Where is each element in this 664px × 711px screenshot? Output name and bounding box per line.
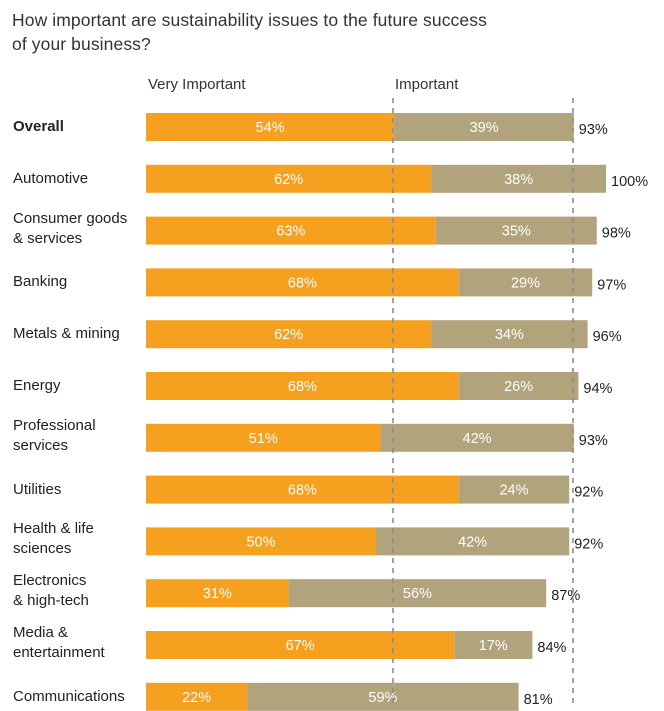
data-label-total: 81% bbox=[524, 692, 553, 708]
data-label-important: 59% bbox=[368, 690, 397, 706]
category-label-line: Utilities bbox=[13, 480, 62, 498]
category-label: Overall bbox=[13, 117, 64, 137]
data-label-important: 24% bbox=[499, 483, 528, 499]
data-label-very-important: 67% bbox=[286, 638, 315, 654]
bar-important bbox=[458, 372, 579, 400]
bar-important bbox=[435, 216, 597, 245]
data-label-very-important: 68% bbox=[288, 275, 317, 291]
data-label-total: 93% bbox=[579, 122, 608, 138]
chart-title-line-2: of your business? bbox=[12, 34, 151, 54]
data-label-very-important: 63% bbox=[276, 224, 305, 240]
data-label-very-important: 50% bbox=[246, 534, 275, 550]
category-label: Electronics & high-tech bbox=[13, 571, 89, 611]
category-label-line: Consumer goods bbox=[13, 209, 128, 227]
bar-very-important bbox=[146, 682, 248, 711]
bar-important bbox=[247, 682, 519, 711]
data-label-important: 26% bbox=[504, 379, 533, 395]
category-label: Energy bbox=[13, 376, 61, 396]
bar-very-important bbox=[146, 423, 381, 452]
category-label-line: Energy bbox=[13, 377, 61, 394]
category-label-line: Banking bbox=[13, 273, 68, 291]
data-label-very-important: 68% bbox=[288, 483, 317, 499]
data-label-important: 42% bbox=[463, 431, 492, 447]
bar-important bbox=[380, 423, 574, 452]
data-label-important: 34% bbox=[495, 327, 524, 343]
bar-very-important bbox=[146, 579, 289, 608]
bar-important bbox=[431, 320, 588, 349]
category-label-line: sciences bbox=[13, 540, 72, 558]
category-label: Professional services bbox=[13, 416, 96, 456]
bar-very-important bbox=[146, 631, 455, 659]
data-label-important: 38% bbox=[504, 172, 533, 188]
category-label: Consumer goods & services bbox=[13, 209, 127, 249]
data-label-important: 42% bbox=[458, 534, 487, 550]
bar-important bbox=[288, 579, 547, 608]
category-label: Health & life sciences bbox=[13, 519, 94, 559]
chart-title: How important are sustainability issues … bbox=[12, 8, 572, 56]
data-label-total: 100% bbox=[611, 174, 648, 190]
legend-very-important: Very Important bbox=[148, 76, 246, 93]
bar-important bbox=[431, 164, 606, 193]
category-label-line: Automotive bbox=[13, 169, 89, 187]
legend-important: Important bbox=[395, 76, 459, 93]
bar-important bbox=[458, 268, 593, 297]
data-label-important: 56% bbox=[403, 586, 432, 602]
data-label-very-important: 51% bbox=[249, 431, 278, 447]
bar-very-important bbox=[146, 164, 432, 193]
category-label-line: Health & life bbox=[13, 520, 94, 538]
data-label-total: 97% bbox=[597, 277, 626, 293]
data-label-very-important: 31% bbox=[203, 586, 232, 602]
data-label-important: 39% bbox=[470, 120, 499, 136]
data-label-total: 84% bbox=[537, 640, 566, 656]
category-label: Automotive bbox=[13, 169, 88, 189]
category-label-line: & high-tech bbox=[13, 592, 89, 610]
data-label-very-important: 68% bbox=[288, 379, 317, 395]
data-label-important: 35% bbox=[502, 224, 531, 240]
data-label-total: 96% bbox=[593, 329, 622, 345]
data-label-total: 92% bbox=[574, 536, 603, 552]
bar-very-important bbox=[146, 268, 459, 297]
bar-very-important bbox=[146, 527, 376, 556]
data-label-important: 29% bbox=[511, 275, 540, 291]
data-label-very-important: 62% bbox=[274, 172, 303, 188]
data-label-very-important: 22% bbox=[182, 690, 211, 706]
bar-important bbox=[376, 527, 570, 556]
bar-very-important bbox=[146, 475, 459, 504]
category-label-line: Media & bbox=[13, 624, 69, 641]
data-label-important: 17% bbox=[479, 638, 508, 654]
data-label-total: 93% bbox=[579, 433, 608, 449]
category-label: Media & entertainment bbox=[13, 623, 105, 663]
category-label-line: Communications bbox=[13, 687, 125, 705]
data-label-total: 87% bbox=[551, 588, 580, 604]
bar-very-important bbox=[146, 320, 432, 349]
data-label-total: 98% bbox=[602, 226, 631, 242]
data-label-very-important: 54% bbox=[256, 120, 285, 136]
bar-important bbox=[394, 113, 574, 141]
data-label-total: 92% bbox=[574, 485, 603, 501]
bar-very-important bbox=[146, 113, 395, 141]
category-label-line: Professional bbox=[13, 416, 96, 434]
category-label: Metals & mining bbox=[13, 324, 120, 344]
category-label-line: Overall bbox=[13, 118, 64, 135]
category-label-line: & services bbox=[13, 229, 83, 247]
bar-important bbox=[458, 475, 570, 504]
data-label-total: 94% bbox=[583, 381, 612, 397]
category-label: Communications bbox=[13, 687, 125, 707]
bar-very-important bbox=[146, 372, 459, 400]
category-label-line: Electronics bbox=[13, 572, 87, 590]
category-label: Utilities bbox=[13, 480, 61, 500]
bar-important bbox=[454, 631, 533, 659]
bar-very-important bbox=[146, 216, 436, 245]
category-label-line: Metals & mining bbox=[13, 325, 120, 343]
category-label-line: services bbox=[13, 436, 69, 454]
chart-title-line-1: How important are sustainability issues … bbox=[12, 10, 487, 30]
category-label: Banking bbox=[13, 272, 67, 292]
data-label-very-important: 62% bbox=[274, 327, 303, 343]
category-label-line: entertainment bbox=[13, 644, 105, 661]
